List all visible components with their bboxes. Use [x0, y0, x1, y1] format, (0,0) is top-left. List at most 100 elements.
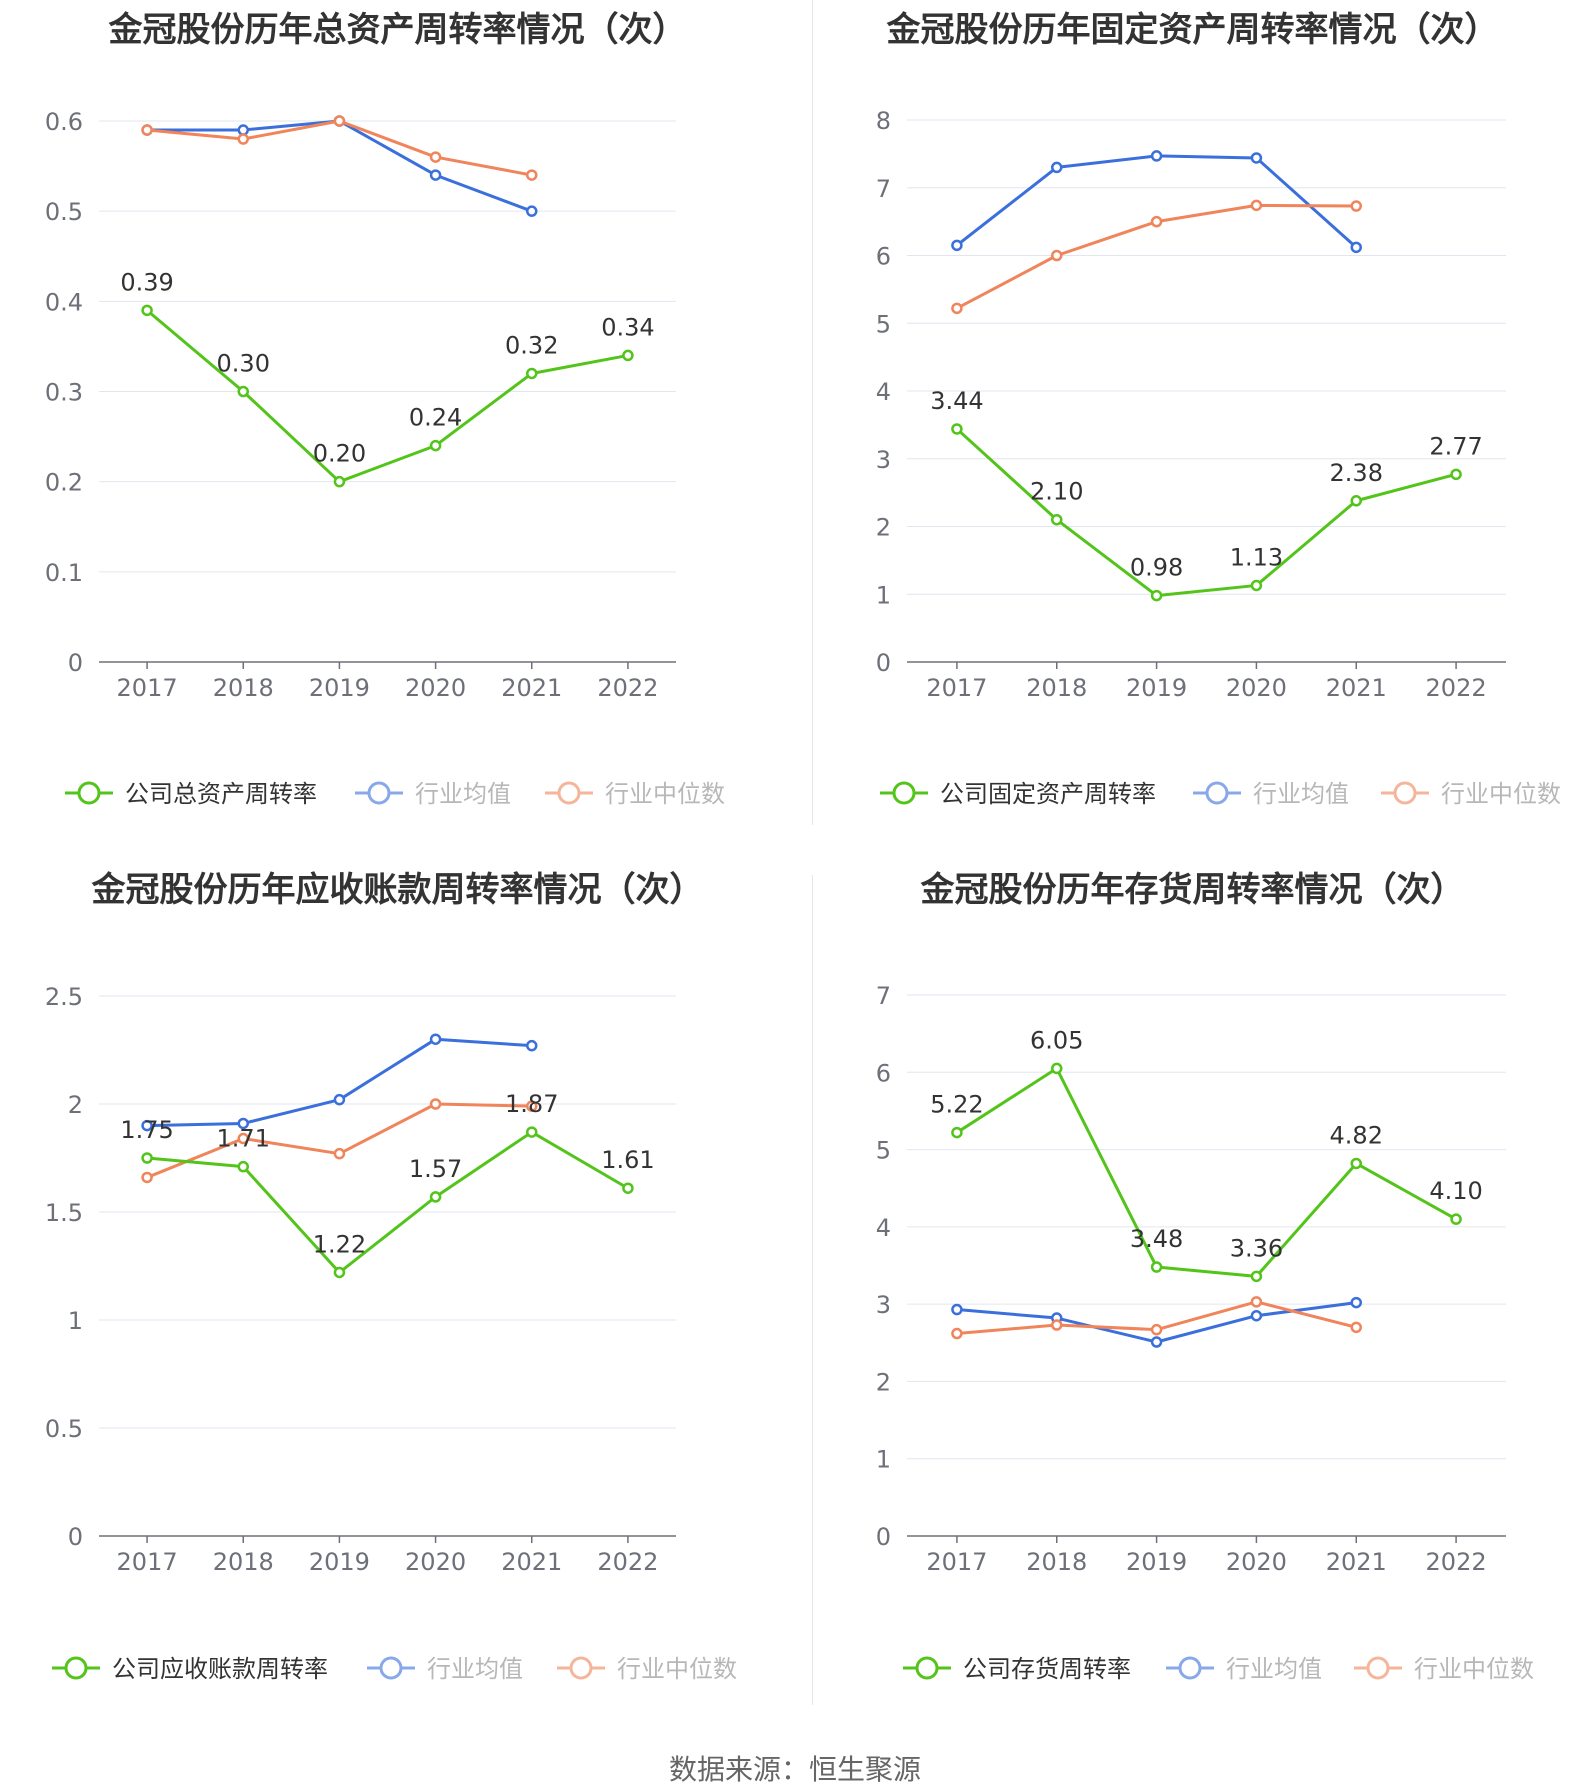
data-point[interactable]	[237, 1160, 249, 1173]
data-point[interactable]	[1150, 1261, 1163, 1273]
data-point[interactable]	[1450, 1213, 1462, 1225]
data-point[interactable]	[237, 385, 249, 398]
data-point[interactable]	[1250, 579, 1263, 592]
data-point[interactable]	[1250, 1296, 1263, 1308]
legend-item[interactable]: 行业中位数	[1354, 1655, 1534, 1683]
legend-item[interactable]: 公司固定资产周转率	[880, 780, 1156, 808]
data-point[interactable]	[1350, 200, 1362, 212]
data-point[interactable]	[622, 1182, 634, 1194]
y-tick-label: 2	[876, 514, 891, 542]
data-label: 0.98	[1130, 554, 1183, 582]
data-point[interactable]	[1450, 468, 1462, 481]
data-point[interactable]	[951, 1327, 963, 1340]
y-tick-label: 0	[876, 1523, 891, 1551]
legend-item[interactable]: 行业均值	[367, 1655, 523, 1683]
data-point[interactable]	[951, 423, 963, 435]
data-point[interactable]	[1051, 161, 1063, 174]
data-point[interactable]	[237, 124, 249, 136]
data-point[interactable]	[526, 1039, 538, 1052]
data-point[interactable]	[429, 1033, 442, 1045]
series-line	[147, 1037, 532, 1128]
data-point[interactable]	[1150, 1323, 1163, 1336]
data-point[interactable]	[526, 1100, 538, 1112]
data-point[interactable]	[333, 1266, 346, 1279]
data-point[interactable]	[429, 1098, 442, 1110]
data-point[interactable]	[1150, 589, 1163, 602]
legend-item[interactable]: 行业均值	[1166, 1655, 1322, 1683]
data-point[interactable]	[237, 1132, 249, 1145]
data-label: 4.82	[1330, 1121, 1383, 1149]
data-point[interactable]	[1150, 1336, 1163, 1348]
data-point[interactable]	[1051, 513, 1063, 526]
x-tick-label: 2020	[1226, 1548, 1287, 1576]
data-point[interactable]	[1350, 241, 1362, 254]
legend-item[interactable]: 公司存货周转率	[903, 1655, 1131, 1683]
data-point[interactable]	[333, 1093, 346, 1106]
data-point[interactable]	[141, 1119, 153, 1132]
x-tick-label: 2022	[597, 1548, 658, 1576]
legend-circle-icon	[367, 781, 391, 805]
data-point[interactable]	[1350, 1321, 1362, 1334]
x-tick-label: 2019	[309, 674, 370, 702]
data-point[interactable]	[1350, 1157, 1362, 1170]
data-point[interactable]	[526, 205, 538, 217]
data-point[interactable]	[1250, 1309, 1263, 1322]
legend-item[interactable]: 公司总资产周转率	[65, 780, 317, 808]
data-label: 1.75	[120, 1116, 173, 1144]
data-point[interactable]	[1250, 152, 1263, 164]
legend-label: 行业均值	[1253, 780, 1349, 808]
data-point[interactable]	[526, 169, 538, 181]
legend-item[interactable]: 行业中位数	[1381, 780, 1561, 808]
data-point[interactable]	[951, 302, 963, 315]
data-point[interactable]	[141, 1171, 153, 1184]
data-point[interactable]	[429, 1191, 442, 1203]
y-tick-label: 3	[876, 1291, 891, 1319]
legend-circle-icon	[557, 781, 581, 805]
data-point[interactable]	[1051, 1319, 1063, 1331]
data-point[interactable]	[1051, 1062, 1063, 1075]
y-tick-label: 7	[876, 982, 891, 1010]
data-point[interactable]	[526, 1126, 538, 1138]
data-point[interactable]	[951, 1126, 963, 1139]
legend-item[interactable]: 行业中位数	[545, 780, 725, 808]
y-tick-label: 6	[876, 1059, 891, 1087]
data-label: 1.61	[601, 1146, 654, 1174]
data-point[interactable]	[1250, 1270, 1263, 1283]
data-label: 1.71	[217, 1125, 270, 1153]
data-point[interactable]	[526, 367, 538, 380]
data-point[interactable]	[141, 304, 153, 317]
x-tick-label: 2022	[597, 674, 658, 702]
data-point[interactable]	[333, 1147, 346, 1160]
legend-item[interactable]: 行业均值	[355, 780, 511, 808]
data-point[interactable]	[1051, 249, 1063, 262]
data-point[interactable]	[1150, 215, 1163, 228]
legend-circle-icon	[569, 1656, 593, 1680]
data-point[interactable]	[333, 475, 346, 488]
data-point[interactable]	[1350, 495, 1362, 507]
data-point[interactable]	[141, 124, 153, 136]
data-point[interactable]	[429, 169, 442, 181]
series-line	[955, 154, 1358, 249]
data-point[interactable]	[951, 1303, 963, 1316]
data-point[interactable]	[237, 133, 249, 145]
legend-item[interactable]: 行业中位数	[557, 1655, 737, 1683]
data-point[interactable]	[1250, 199, 1263, 212]
chart-svg: 0 1 2 3 4 5 6 7 2017 2018 2019 2020 2021 2022 5.22 6.05…	[876, 982, 1534, 1683]
y-tick-label: 1	[68, 1307, 83, 1335]
data-point[interactable]	[141, 1152, 153, 1164]
legend-circle-icon	[1205, 781, 1229, 805]
legend-item[interactable]: 行业均值	[1193, 780, 1349, 808]
data-point[interactable]	[429, 439, 442, 452]
data-point[interactable]	[622, 349, 634, 362]
legend-item[interactable]: 公司应收账款周转率	[52, 1655, 328, 1683]
legend-circle-icon	[1366, 1656, 1390, 1680]
data-point[interactable]	[1350, 1296, 1362, 1309]
chart-panel-fixed-asset-turnover: 金冠股份历年固定资产周转率情况（次） 0 1 2 3 4 5 6 7 8 2017 2018 2019…	[795, 0, 1590, 860]
data-label: 1.22	[313, 1230, 366, 1258]
data-label: 3.48	[1130, 1225, 1183, 1253]
data-point[interactable]	[951, 239, 963, 252]
data-point[interactable]	[333, 115, 346, 127]
data-point[interactable]	[429, 151, 442, 163]
data-point[interactable]	[237, 1117, 249, 1130]
data-point[interactable]	[1150, 150, 1163, 162]
